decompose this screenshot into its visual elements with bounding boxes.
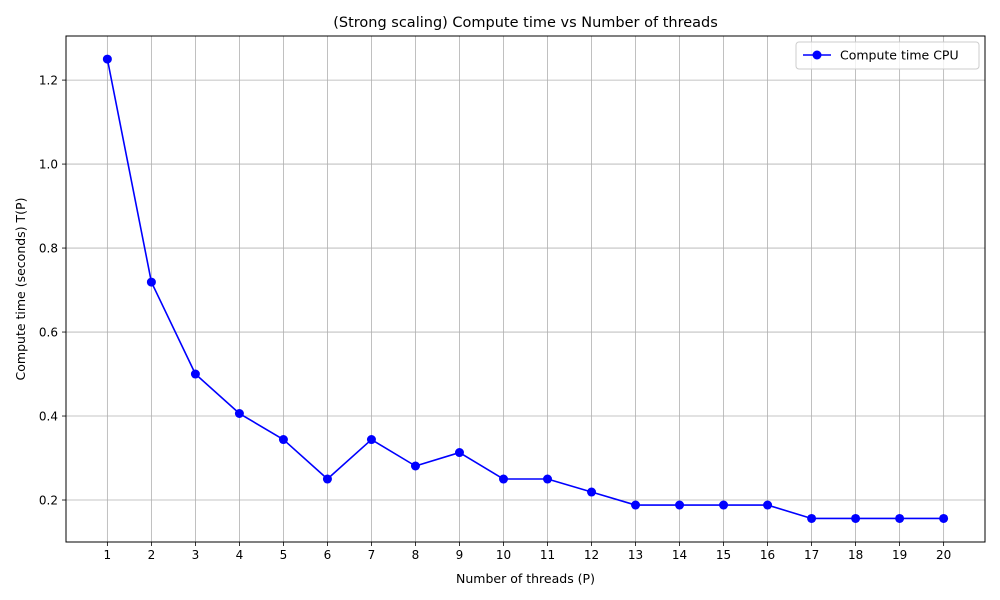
- x-tick-label: 1: [104, 548, 112, 562]
- y-tick-label: 1.2: [39, 74, 58, 88]
- grid-lines: [66, 36, 985, 542]
- x-tick-label: 15: [716, 548, 731, 562]
- x-tick-label: 6: [324, 548, 332, 562]
- x-tick-label: 18: [848, 548, 863, 562]
- data-point: [410, 461, 420, 471]
- data-point: [234, 409, 244, 419]
- data-point: [939, 513, 949, 523]
- x-tick-label: 8: [412, 548, 420, 562]
- y-tick-label: 0.8: [39, 242, 58, 256]
- y-tick-label: 1.0: [39, 158, 58, 172]
- data-point: [102, 54, 112, 64]
- plot-frame: [65, 35, 986, 543]
- x-tick-label: 7: [368, 548, 376, 562]
- axis-ticks: 1 2 3 4 5 6 7 8 9 10 11 12 13 14 15 16 17 18 19 200.20.40.6…: [39, 74, 951, 562]
- x-tick-label: 17: [804, 548, 819, 562]
- x-tick-label: 3: [192, 548, 200, 562]
- x-tick-label: 4: [236, 548, 244, 562]
- x-tick-label: 10: [496, 548, 511, 562]
- series-layer: [102, 54, 949, 523]
- legend-label: Compute time CPU: [840, 48, 959, 63]
- x-tick-label: 11: [540, 548, 555, 562]
- data-point: [366, 435, 376, 445]
- data-point: [322, 474, 332, 484]
- x-tick-label: 13: [628, 548, 643, 562]
- data-point: [675, 500, 685, 510]
- x-tick-label: 19: [892, 548, 907, 562]
- data-point: [719, 500, 729, 510]
- data-point: [895, 513, 905, 523]
- x-tick-label: 2: [148, 548, 156, 562]
- y-tick-label: 0.4: [39, 410, 58, 424]
- series-line: [106, 58, 944, 520]
- legend-marker-swatch: [812, 50, 822, 60]
- data-point: [763, 500, 773, 510]
- x-tick-label: 14: [672, 548, 687, 562]
- x-tick-label: 5: [280, 548, 288, 562]
- data-point: [587, 487, 597, 497]
- data-point: [851, 513, 861, 523]
- data-point: [146, 277, 156, 287]
- data-point: [278, 435, 288, 445]
- x-tick-label: 16: [760, 548, 775, 562]
- y-tick-label: 0.6: [39, 326, 58, 340]
- x-axis-label: Number of threads (P): [456, 571, 595, 586]
- data-point: [543, 474, 553, 484]
- data-point: [807, 513, 817, 523]
- data-point: [190, 369, 200, 379]
- x-tick-label: 20: [936, 548, 951, 562]
- x-tick-label: 12: [584, 548, 599, 562]
- y-tick-label: 0.2: [39, 494, 58, 508]
- y-axis-label: Compute time (seconds) T(P): [13, 198, 28, 381]
- data-point: [454, 448, 464, 458]
- x-tick-label: 9: [456, 548, 464, 562]
- data-point: [631, 500, 641, 510]
- legend: Compute time CPU: [795, 41, 980, 70]
- data-point: [498, 474, 508, 484]
- chart-title: (Strong scaling) Compute time vs Number …: [333, 15, 718, 31]
- legend-box: [795, 41, 980, 70]
